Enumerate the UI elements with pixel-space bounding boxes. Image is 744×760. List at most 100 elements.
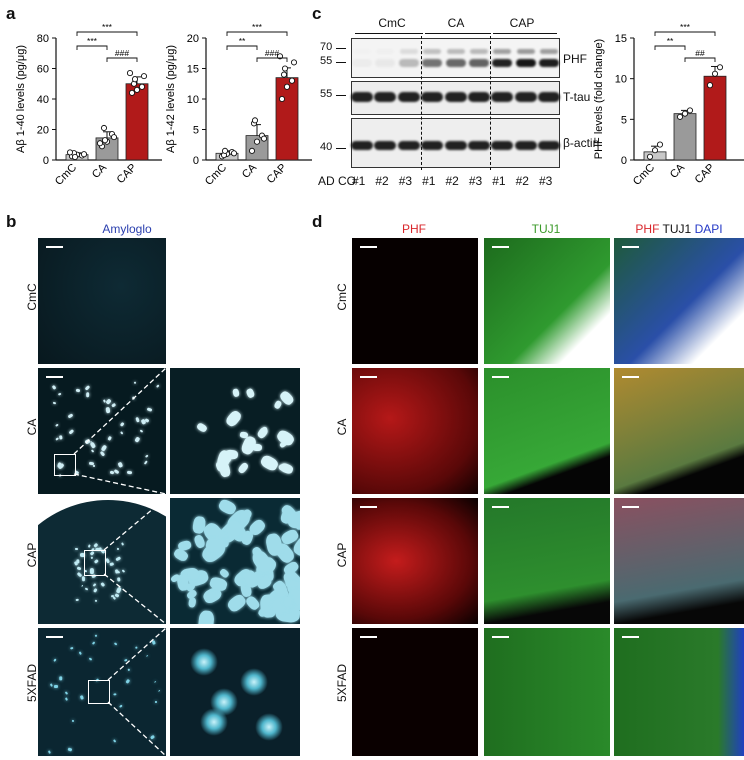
data-point [288, 77, 296, 84]
lane-label: #3 [539, 174, 553, 188]
d-image-5xfad-phf [352, 628, 478, 756]
data-point [281, 65, 289, 72]
abeta42-bar-chart: 0 5 10 15 20 Aβ 1-42 levels (pg/μg) CmC CA CAP **… [165, 22, 312, 188]
marker-70: 70 [320, 41, 333, 53]
x-tick-label: CA [240, 161, 260, 181]
data-point [131, 76, 139, 83]
d-image-cmc-tuj1 [484, 238, 610, 364]
blot-band [421, 92, 444, 102]
data-point [278, 95, 286, 103]
d-image-ca-merge [614, 368, 744, 494]
y-tick-label: 15 [187, 64, 199, 76]
blot-band [444, 141, 467, 150]
data-point [656, 141, 664, 148]
d-row-label-cmc: CmC [335, 283, 349, 311]
data-point [100, 124, 108, 132]
d-row-label-5xfad: 5XFAD [335, 664, 349, 703]
d-col-label-phf: PHF [402, 222, 426, 236]
significance-label: *** [102, 22, 113, 32]
data-point [221, 147, 229, 154]
blot-strip-actin [351, 118, 560, 168]
d-col-label-tuj1: TUJ1 [531, 222, 561, 236]
blot-band [491, 141, 514, 150]
merge-label-tuj1: TUJ1 [662, 222, 692, 236]
d-image-ca-phf [352, 368, 478, 494]
blot-band [539, 59, 559, 67]
significance-label: ### [115, 48, 129, 58]
bar [703, 75, 727, 161]
blot-band [375, 59, 396, 67]
lane-labels: #1 #2 #3 #1 #2 #3 #1 #2 #3 [351, 174, 558, 190]
b-row-label-cmc: CmC [25, 283, 39, 311]
blot-band [515, 59, 536, 67]
data-point [716, 64, 724, 71]
blot-band [397, 92, 420, 102]
data-point [96, 140, 104, 147]
band-label-phf: PHF [563, 52, 587, 66]
blot-band [514, 141, 537, 150]
b-zoom-cap [170, 498, 300, 624]
lane-label: #3 [468, 174, 483, 188]
bar [673, 113, 697, 161]
blot-band [376, 49, 394, 54]
significance-label: *** [680, 22, 691, 32]
panel-label-d: d [312, 212, 323, 231]
d-image-cmc-merge [614, 238, 744, 364]
blot-band [540, 49, 558, 54]
blot-band [352, 59, 372, 67]
data-point [711, 70, 719, 77]
blot-band [446, 49, 465, 54]
blot-band [397, 141, 420, 150]
b-image-cap [38, 498, 166, 624]
band-label-ttau: T-tau [563, 90, 591, 104]
d-image-5xfad-merge [614, 628, 744, 756]
b-image-5xfad [38, 628, 166, 756]
x-tick-label: CmC [631, 162, 657, 188]
blot-band [422, 59, 443, 67]
significance-label: ### [265, 48, 279, 58]
zoom-lines [73, 368, 167, 756]
blot-band [491, 92, 514, 102]
bar [125, 83, 149, 161]
data-point [66, 149, 74, 156]
blot-band [468, 59, 489, 67]
blot-band [445, 59, 466, 67]
zoom-box-cap [84, 550, 106, 576]
blot-band [467, 92, 490, 102]
data-point [126, 70, 134, 77]
y-axis-label: Aβ 1-42 levels (pg/μg) [165, 45, 177, 153]
data-point [230, 150, 238, 157]
panel-label-b: b [6, 212, 17, 231]
b-row-label-5xfad: 5XFAD [25, 664, 39, 703]
y-tick-label: 60 [37, 64, 49, 76]
data-point [128, 89, 136, 96]
data-point [133, 86, 141, 93]
blot-band [467, 141, 490, 150]
blot-band [444, 92, 467, 102]
d-image-cap-merge [614, 498, 744, 624]
d-image-5xfad-tuj1 [484, 628, 610, 756]
y-tick-label: 0 [621, 155, 627, 167]
stain-label-amyloglo: Amyloglo [102, 222, 152, 236]
x-tick-label: CAP [693, 162, 717, 186]
x-tick-label: CAP [265, 162, 289, 186]
abeta40-bar-chart: 0 20 40 60 80 Aβ 1-40 levels (pg/μg) CmC CA CAP *… [15, 22, 162, 188]
blot-band [398, 59, 419, 67]
marker-55b: 55 [320, 88, 333, 100]
y-tick-label: 5 [621, 114, 627, 126]
data-point [248, 147, 256, 154]
data-point [676, 113, 684, 120]
data-point [686, 107, 694, 114]
d-image-cap-tuj1 [484, 498, 610, 624]
data-point [110, 134, 118, 141]
data-point [253, 138, 261, 145]
y-tick-label: 0 [193, 155, 199, 167]
y-tick-label: 5 [193, 125, 199, 137]
lane-label: #1 [352, 174, 366, 188]
band-label-actin: β-actin [563, 136, 600, 150]
data-point [260, 135, 268, 142]
d-image-ca-tuj1 [484, 368, 610, 494]
b-image-cmc [38, 238, 166, 364]
data-point [140, 73, 148, 80]
y-tick-label: 15 [615, 33, 627, 45]
